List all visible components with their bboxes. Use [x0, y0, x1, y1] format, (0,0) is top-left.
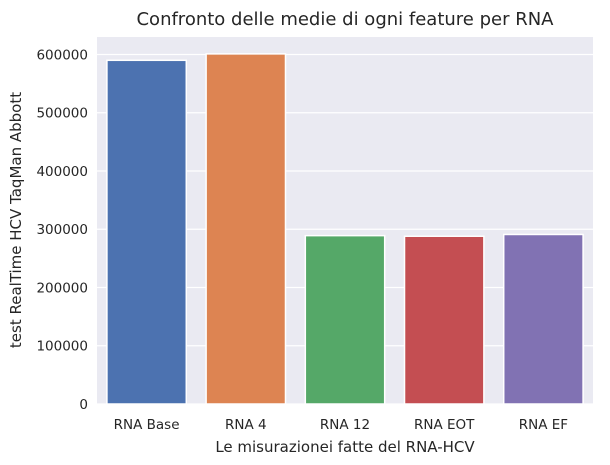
bar-rna-base — [106, 59, 188, 405]
bars — [106, 53, 584, 405]
y-axis-label: test RealTime HCV TaqMan Abbott — [7, 92, 25, 348]
y-tick-label: 0 — [79, 397, 88, 413]
y-tick-label: 100000 — [36, 339, 88, 355]
x-tick-label: RNA 4 — [225, 417, 267, 433]
x-tick-label: RNA EOT — [414, 417, 475, 433]
bar-rna-ef — [502, 233, 584, 405]
y-tick-label: 300000 — [36, 222, 88, 238]
y-tick-label: 600000 — [36, 47, 88, 63]
y-tick-label: 200000 — [36, 280, 88, 296]
x-axis-ticks: RNA Base RNA 4 RNA 12 RNA EOT RNA EF — [114, 417, 568, 433]
y-tick-label: 500000 — [36, 106, 88, 122]
bar-rna-eot — [403, 235, 485, 405]
x-tick-label: RNA 12 — [320, 417, 370, 433]
y-tick-label: 400000 — [36, 164, 88, 180]
y-axis-ticks: 0 100000 200000 300000 400000 500000 600000 — [36, 47, 88, 413]
x-tick-label: RNA EF — [519, 417, 568, 433]
x-axis-label: Le misurazionei fatte del RNA-HCV — [215, 438, 475, 456]
chart-title: Confronto delle medie di ogni feature pe… — [136, 9, 554, 30]
bar-rna-12 — [304, 234, 386, 405]
bar-rna-4 — [205, 53, 287, 405]
x-tick-label: RNA Base — [114, 417, 180, 433]
